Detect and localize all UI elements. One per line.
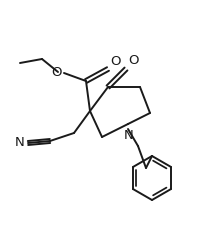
Text: O: O	[51, 65, 62, 78]
Text: O: O	[110, 55, 121, 68]
Text: N: N	[15, 136, 25, 150]
Text: N: N	[124, 129, 134, 142]
Text: O: O	[128, 54, 138, 67]
